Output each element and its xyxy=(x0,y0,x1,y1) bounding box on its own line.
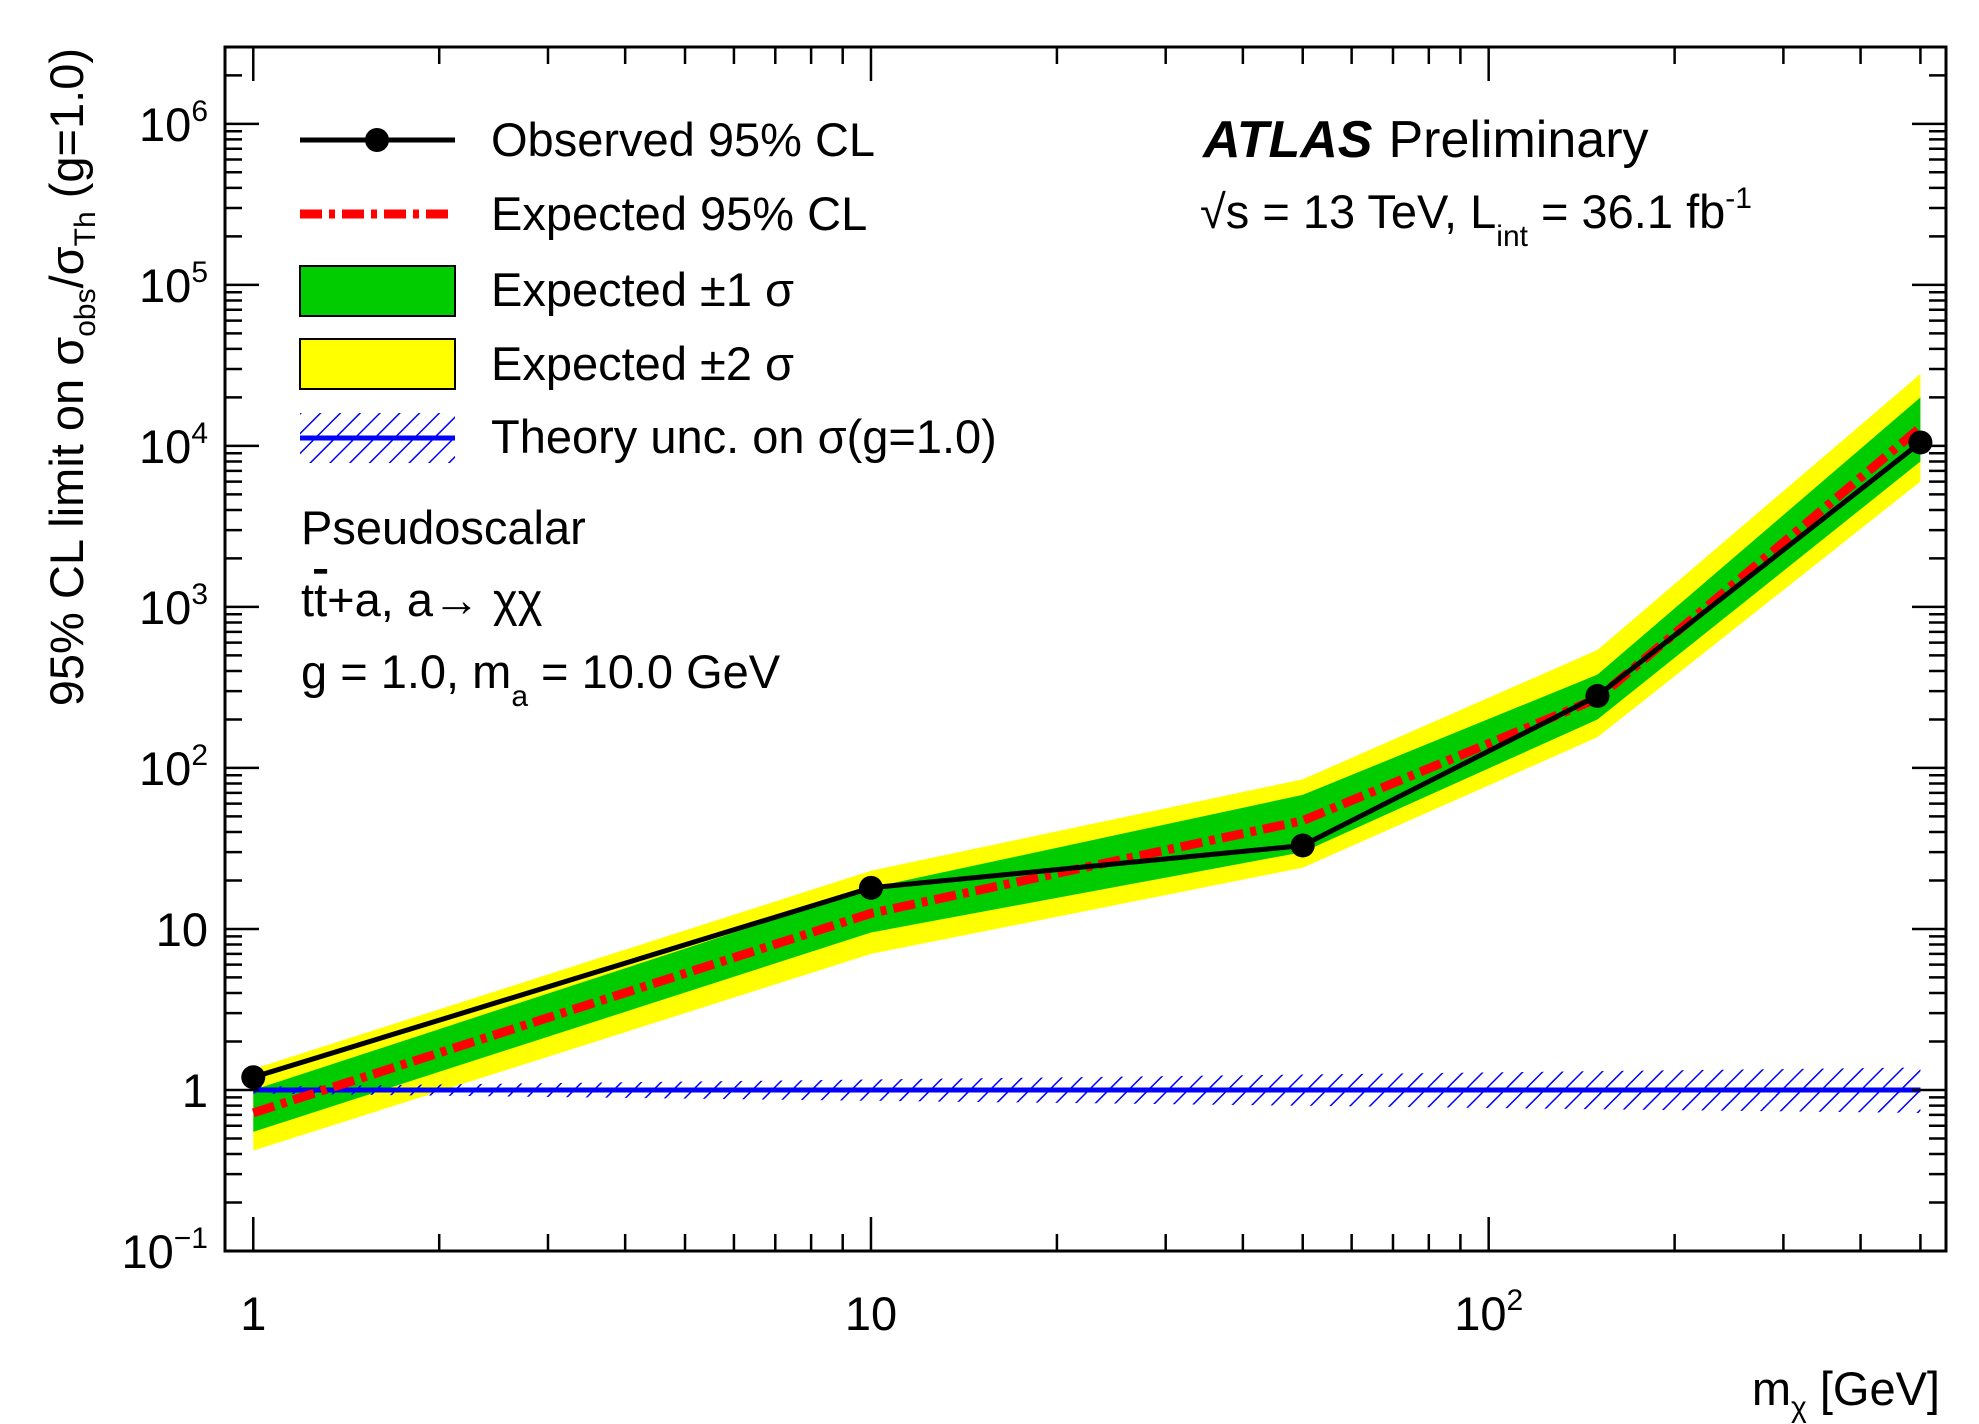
x-tick-label: 10 xyxy=(845,1287,897,1340)
y-tick-label: 10 xyxy=(156,903,208,956)
params-label: g = 1.0, ma = 10.0 GeV xyxy=(301,645,781,713)
observed-point xyxy=(241,1065,266,1090)
y-tick-label: 103 xyxy=(139,578,208,634)
observed-point xyxy=(1290,833,1315,858)
y-tick-label: 106 xyxy=(139,95,208,151)
data-layer xyxy=(241,373,1933,1151)
legend-observed-marker xyxy=(365,128,389,152)
x-axis-title: mχ [GeV] xyxy=(1752,1362,1940,1424)
legend-expected-label: Expected 95% CL xyxy=(491,187,867,240)
legend-band1-label: Expected ±1 σ xyxy=(491,263,794,316)
observed-point xyxy=(1908,430,1933,455)
observed-point xyxy=(858,875,883,900)
y-tick-labels: 10−1 1 10 102 103 104 105 106 xyxy=(122,95,209,1278)
y-tick-label: 102 xyxy=(139,739,208,795)
legend-theory-label: Theory unc. on σ(g=1.0) xyxy=(491,410,997,463)
y-tick-label: 104 xyxy=(139,417,208,473)
y-tick-label: 105 xyxy=(139,256,208,312)
x-tick-labels: 1 10 102 xyxy=(240,1284,1523,1340)
y-tick-label: 10−1 xyxy=(122,1222,209,1278)
legend: Observed 95% CL Expected 95% CL Expected… xyxy=(299,113,997,463)
legend-band2-label: Expected ±2 σ xyxy=(491,337,794,390)
legend-observed-label: Observed 95% CL xyxy=(491,113,875,166)
plot-frame xyxy=(223,45,1948,1253)
energy-lumi-label: √s = 13 TeV, Lint = 36.1 fb-1 xyxy=(1200,182,1752,253)
legend-band1-swatch xyxy=(299,265,456,317)
y-axis-title: 95% CL limit on σobs/σTh (g=1.0) xyxy=(40,48,102,706)
y-tick-label: 1 xyxy=(182,1064,208,1117)
x-tick-label: 102 xyxy=(1454,1284,1523,1340)
x-tick-label: 1 xyxy=(240,1287,266,1340)
model-label: Pseudoscalar xyxy=(301,501,586,554)
process-label: tt+a, a→ χχ xyxy=(301,573,543,626)
atlas-label: ATLAS Preliminary xyxy=(1201,111,1649,169)
expected-line xyxy=(251,424,1924,1118)
tick-layer xyxy=(223,45,1946,1253)
legend-band2-swatch xyxy=(299,338,456,390)
observed-point xyxy=(1585,683,1610,708)
